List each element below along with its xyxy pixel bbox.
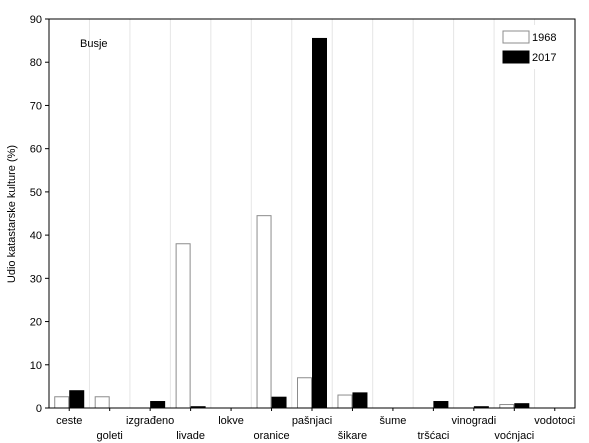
bar-2017 — [271, 396, 287, 409]
x-tick-label: izgrađeno — [126, 415, 174, 427]
x-tick-label: šume — [379, 415, 406, 427]
y-axis-label: Udio katastarske kulture (%) — [6, 145, 18, 283]
legend-swatch — [502, 30, 530, 44]
bar-1968 — [256, 215, 272, 409]
y-tick-label: 10 — [30, 360, 42, 372]
bar-1968 — [94, 396, 110, 409]
legend-label: 2017 — [532, 52, 556, 64]
x-tick-label: lokve — [218, 415, 244, 427]
bar-1968 — [337, 394, 353, 409]
axes: 0102030405060708090cestegoletiizgrađenol… — [30, 14, 576, 442]
x-tick-label: pašnjaci — [292, 415, 332, 427]
legend-swatch — [502, 50, 530, 64]
y-tick-label: 90 — [30, 14, 42, 26]
x-tick-label: oranice — [253, 430, 289, 442]
y-tick-label: 30 — [30, 273, 42, 285]
bar-2017 — [352, 392, 368, 409]
bar-1968 — [297, 377, 312, 409]
bar-2017 — [433, 401, 449, 409]
bar-2017 — [312, 37, 327, 409]
x-tick-label: voćnjaci — [494, 430, 534, 442]
bar-2017 — [69, 390, 85, 409]
y-tick-label: 60 — [30, 144, 42, 156]
bar-1968 — [499, 404, 515, 409]
legend-label: 1968 — [532, 32, 556, 44]
y-tick-label: 80 — [30, 57, 42, 69]
legend: 1968 2017 — [495, 25, 563, 69]
y-tick-label: 50 — [30, 187, 42, 199]
x-tick-label: vinogradi — [452, 415, 497, 427]
chart-annotation: Busje — [80, 38, 108, 50]
grid-lines — [88, 19, 536, 408]
x-tick-label: šikare — [338, 430, 367, 442]
y-tick-label: 40 — [30, 230, 42, 242]
y-tick-label: 20 — [30, 317, 42, 329]
x-tick-label: goleti — [97, 430, 123, 442]
bar-2017 — [150, 401, 166, 409]
y-tick-label: 70 — [30, 100, 42, 112]
bar-1968 — [54, 396, 70, 409]
x-tick-label: ceste — [56, 415, 82, 427]
bar-1968 — [175, 243, 191, 409]
x-tick-label: vodotoci — [534, 415, 575, 427]
x-tick-label: tršćaci — [417, 430, 449, 442]
y-tick-label: 0 — [36, 403, 42, 415]
x-tick-label: livade — [176, 430, 205, 442]
bar-2017 — [514, 403, 530, 409]
